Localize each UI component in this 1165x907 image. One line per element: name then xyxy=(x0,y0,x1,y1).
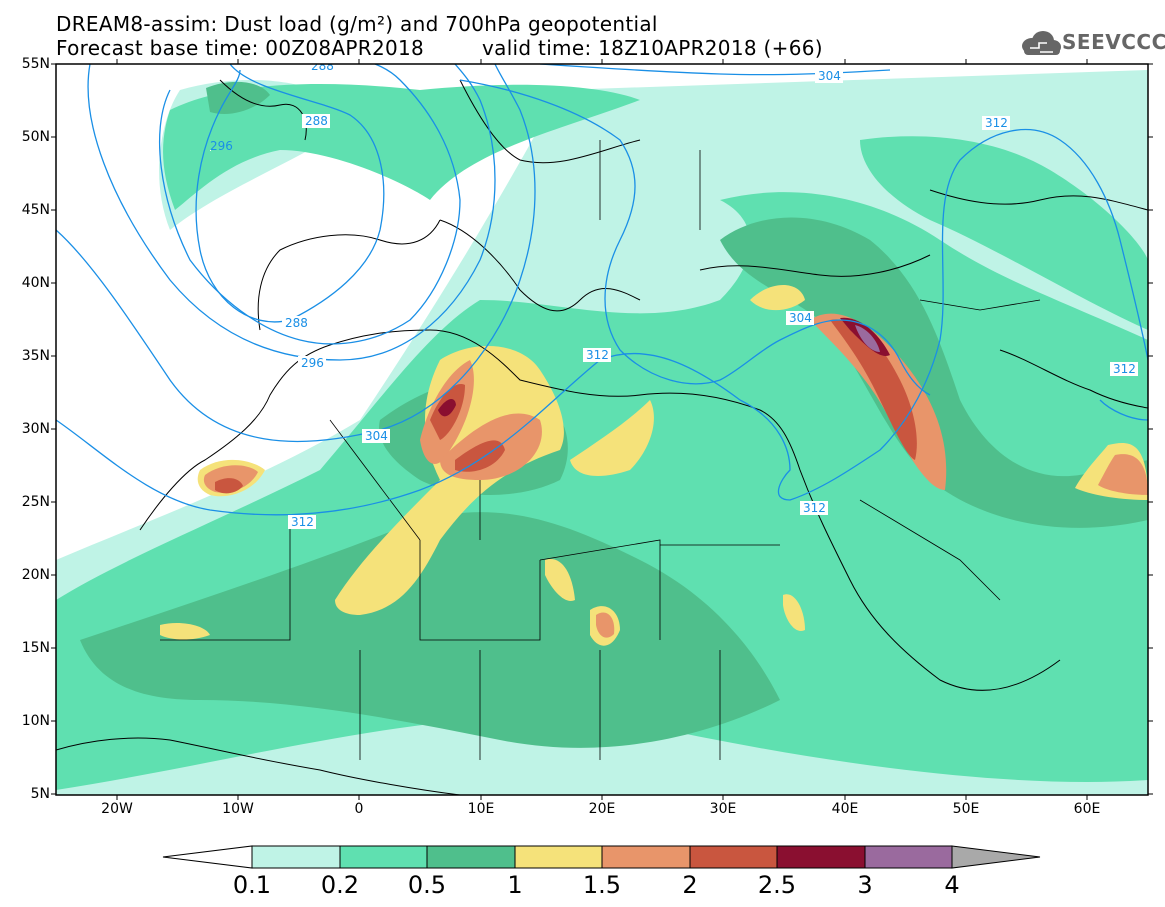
colorbar xyxy=(162,845,1041,869)
dust-shading-purple xyxy=(855,325,880,352)
svg-text:304: 304 xyxy=(789,311,812,325)
country-borders xyxy=(160,140,1041,760)
colorbar-swatch xyxy=(689,845,778,869)
contour-label: 312 xyxy=(583,348,611,362)
contour-label: 312 xyxy=(288,515,316,529)
svg-text:288: 288 xyxy=(305,114,328,128)
colorbar-label: 1.5 xyxy=(582,871,622,899)
lon-tick: 0 xyxy=(354,801,364,817)
lon-tick: 20W xyxy=(101,801,133,817)
svg-text:312: 312 xyxy=(985,116,1008,130)
colorbar-label: 4 xyxy=(944,871,960,899)
svg-text:296: 296 xyxy=(210,139,233,153)
svg-text:304: 304 xyxy=(818,69,841,83)
axis-ticks xyxy=(51,59,1153,800)
svg-text:304: 304 xyxy=(365,429,388,443)
colorbar-label: 2.5 xyxy=(757,871,797,899)
contour-label: 312 xyxy=(800,501,828,515)
lat-tick: 25N xyxy=(21,494,50,510)
lon-tick: 40E xyxy=(831,801,859,817)
colorbar-under-triangle xyxy=(162,845,253,869)
map-title: DREAM8-assim: Dust load (g/m²) and 700hP… xyxy=(56,12,658,36)
contour-label: 296 xyxy=(210,139,233,153)
lat-tick: 10N xyxy=(21,713,50,729)
contour-label: 312 xyxy=(1110,362,1138,376)
logo-text: SEEVCCC xyxy=(1062,30,1165,54)
svg-text:288: 288 xyxy=(285,316,308,330)
lat-tick: 50N xyxy=(21,129,50,145)
contour-label: 304 xyxy=(786,311,814,325)
colorbar-label: 0.5 xyxy=(407,871,447,899)
svg-text:312: 312 xyxy=(803,501,826,515)
lat-tick: 55N xyxy=(21,56,50,72)
contour-label: 312 xyxy=(982,116,1010,130)
colorbar-over-triangle xyxy=(951,845,1041,869)
contour-label: 304 xyxy=(815,69,843,83)
lat-tick: 40N xyxy=(21,275,50,291)
colorbar-label: 0.2 xyxy=(320,871,360,899)
lon-tick: 10E xyxy=(467,801,495,817)
colorbar-swatch xyxy=(251,845,341,869)
colorbar-swatch xyxy=(426,845,516,869)
cloud-icon xyxy=(1022,31,1061,55)
svg-text:312: 312 xyxy=(1113,362,1136,376)
colorbar-swatch xyxy=(776,845,866,869)
colorbar-swatch xyxy=(514,845,603,869)
lon-tick: 10W xyxy=(222,801,254,817)
valid-time: valid time: 18Z10APR2018 (+66) xyxy=(482,36,823,60)
lat-tick: 20N xyxy=(21,567,50,583)
colorbar-swatch xyxy=(601,845,691,869)
contour-label: 296 xyxy=(298,356,326,370)
lat-tick: 35N xyxy=(21,348,50,364)
colorbar-label: 2 xyxy=(682,871,698,899)
contour-label: 288 xyxy=(308,59,336,73)
contour-labels: 288 288 296 288 296 304 312 304 312 312 … xyxy=(210,59,1138,529)
lat-tick: 45N xyxy=(21,202,50,218)
lat-tick: 5N xyxy=(30,786,50,802)
contour-label: 304 xyxy=(362,429,390,443)
svg-text:312: 312 xyxy=(291,515,314,529)
svg-text:296: 296 xyxy=(301,356,324,370)
colorbar-label: 0.1 xyxy=(232,871,272,899)
colorbar-swatch xyxy=(339,845,428,869)
colorbar-label: 1 xyxy=(507,871,523,899)
lat-tick: 30N xyxy=(21,421,50,437)
forecast-base-time: Forecast base time: 00Z08APR2018 xyxy=(56,36,425,60)
lon-tick: 20E xyxy=(588,801,616,817)
svg-text:312: 312 xyxy=(586,348,609,362)
geopotential-contours xyxy=(56,64,1148,516)
svg-text:288: 288 xyxy=(311,59,334,73)
colorbar-label: 3 xyxy=(857,871,873,899)
lon-tick: 60E xyxy=(1073,801,1101,817)
contour-label: 288 xyxy=(282,316,310,330)
contour-label: 288 xyxy=(302,114,330,128)
lon-tick: 50E xyxy=(952,801,980,817)
colorbar-swatch xyxy=(864,845,953,869)
lat-tick: 15N xyxy=(21,640,50,656)
lon-tick: 30E xyxy=(709,801,737,817)
coastlines xyxy=(56,79,1148,795)
